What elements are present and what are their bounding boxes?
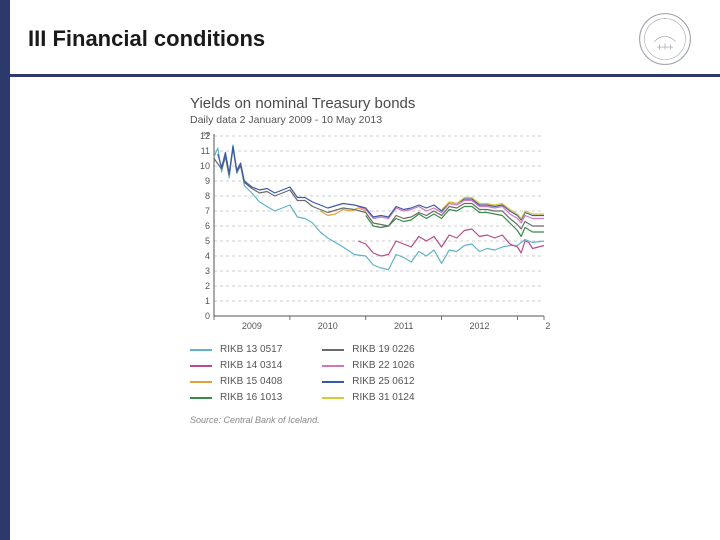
legend-item: RIKB 31 0124 (322, 392, 414, 403)
legend-item: RIKB 16 1013 (190, 392, 282, 403)
legend-swatch (190, 397, 212, 399)
legend-item: RIKB 13 0517 (190, 344, 282, 355)
legend-label: RIKB 25 0612 (352, 376, 414, 387)
legend-swatch (322, 397, 344, 399)
legend-item: RIKB 19 0226 (322, 344, 414, 355)
slide-page: III Financial conditions ✦ Yields on nom… (0, 0, 720, 540)
legend-item: RIKB 25 0612 (322, 376, 414, 387)
legend-label: RIKB 13 0517 (220, 344, 282, 355)
svg-text:2009: 2009 (242, 321, 262, 331)
legend-swatch (190, 365, 212, 367)
legend-item: RIKB 22 1026 (322, 360, 414, 371)
legend-swatch (322, 365, 344, 367)
legend-item: RIKB 14 0314 (190, 360, 282, 371)
chart-container: Yields on nominal Treasury bonds Daily d… (190, 95, 560, 425)
svg-text:2010: 2010 (318, 321, 338, 331)
legend-label: RIKB 16 1013 (220, 392, 282, 403)
svg-text:2012: 2012 (470, 321, 490, 331)
line-chart: 0123456789101112%20092010201120122013 (190, 132, 550, 334)
legend-label: RIKB 22 1026 (352, 360, 414, 371)
svg-text:11: 11 (201, 146, 210, 156)
svg-text:6: 6 (205, 221, 210, 231)
svg-text:%: % (202, 132, 210, 138)
legend-swatch (190, 381, 212, 383)
svg-text:✦: ✦ (664, 17, 667, 21)
svg-text:2013: 2013 (545, 321, 550, 331)
legend-swatch (190, 349, 212, 351)
cbi-seal-icon: ✦ (638, 12, 692, 66)
svg-text:4: 4 (205, 251, 210, 261)
svg-text:2: 2 (205, 281, 210, 291)
legend-col: RIKB 19 0226 RIKB 22 1026 RIKB 25 0612 RIKB… (322, 344, 414, 403)
svg-text:0: 0 (205, 311, 210, 321)
legend-col: RIKB 13 0517 RIKB 14 0314 RIKB 15 0408 RIKB… (190, 344, 282, 403)
svg-text:9: 9 (205, 176, 210, 186)
svg-text:5: 5 (205, 236, 210, 246)
slide-header: III Financial conditions ✦ (10, 0, 720, 77)
chart-title: Yields on nominal Treasury bonds (190, 95, 560, 112)
svg-text:7: 7 (205, 206, 210, 216)
chart-legend: RIKB 13 0517 RIKB 14 0314 RIKB 15 0408 RIKB… (190, 344, 560, 403)
svg-text:1: 1 (205, 296, 210, 306)
svg-text:10: 10 (200, 161, 210, 171)
legend-swatch (322, 349, 344, 351)
legend-swatch (322, 381, 344, 383)
svg-text:2011: 2011 (394, 321, 413, 331)
legend-label: RIKB 31 0124 (352, 392, 414, 403)
page-title: III Financial conditions (28, 26, 265, 52)
legend-label: RIKB 15 0408 (220, 376, 282, 387)
legend-item: RIKB 15 0408 (190, 376, 282, 387)
legend-label: RIKB 14 0314 (220, 360, 282, 371)
legend-label: RIKB 19 0226 (352, 344, 414, 355)
chart-source: Source: Central Bank of Iceland. (190, 415, 560, 425)
chart-subtitle: Daily data 2 January 2009 - 10 May 2013 (190, 114, 560, 126)
svg-text:8: 8 (205, 191, 210, 201)
svg-text:3: 3 (205, 266, 210, 276)
